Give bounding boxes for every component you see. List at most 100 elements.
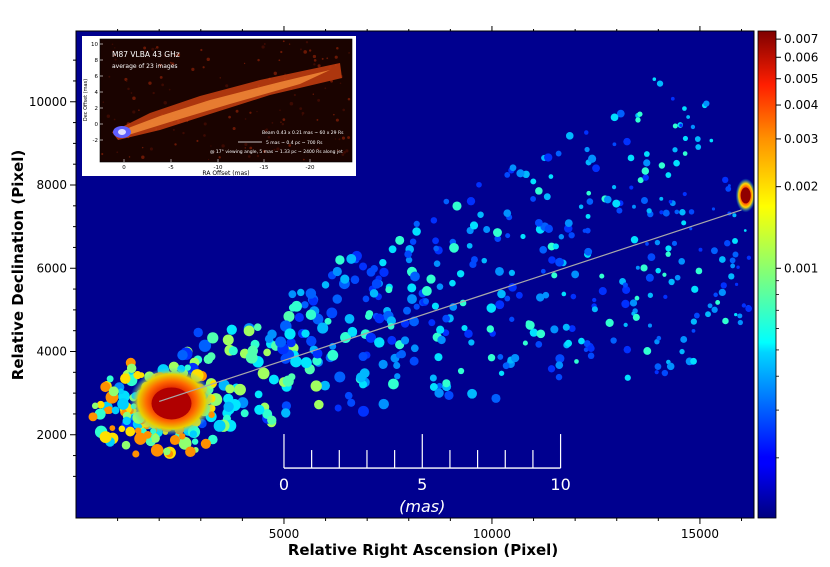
emission-blob bbox=[682, 191, 687, 197]
inset-noise-dot bbox=[154, 47, 157, 50]
emission-blob bbox=[503, 209, 512, 218]
inset-noise-dot bbox=[281, 122, 285, 126]
emission-blob bbox=[387, 335, 397, 345]
emission-blob bbox=[662, 272, 667, 277]
emission-blob bbox=[564, 219, 573, 228]
inset-noise-dot bbox=[244, 118, 247, 120]
inset-noise-dot bbox=[341, 136, 346, 140]
inset-noise-dot bbox=[130, 92, 133, 94]
emission-blob bbox=[711, 306, 718, 313]
emission-blob bbox=[610, 337, 617, 344]
emission-blob bbox=[410, 344, 419, 353]
emission-blob bbox=[659, 196, 664, 201]
emission-blob bbox=[720, 282, 727, 289]
emission-blob bbox=[404, 250, 412, 258]
emission-blob bbox=[263, 348, 271, 357]
emission-blob bbox=[257, 367, 270, 380]
emission-blob bbox=[682, 106, 687, 111]
emission-blob bbox=[495, 267, 504, 276]
emission-blob bbox=[286, 337, 296, 348]
emission-blob bbox=[686, 115, 691, 119]
emission-blob bbox=[132, 450, 140, 458]
inset-noise-dot bbox=[261, 45, 265, 49]
emission-blob bbox=[378, 359, 388, 369]
inset-noise-dot bbox=[338, 138, 341, 141]
inset-noise-dot bbox=[334, 138, 337, 140]
emission-blob bbox=[505, 233, 511, 239]
inset-noise-dot bbox=[247, 155, 251, 158]
inset-noise-dot bbox=[182, 131, 185, 135]
emission-blob bbox=[400, 336, 410, 345]
emission-blob bbox=[544, 224, 553, 234]
emission-blob bbox=[395, 351, 403, 359]
emission-blob bbox=[117, 398, 129, 410]
inset-noise-dot bbox=[305, 41, 309, 44]
inset-noise-dot bbox=[337, 150, 339, 152]
emission-blob bbox=[163, 447, 171, 456]
inset-noise-dot bbox=[326, 57, 329, 60]
inset-noise-dot bbox=[278, 59, 281, 62]
emission-blob bbox=[407, 283, 417, 293]
emission-blob bbox=[495, 300, 505, 310]
inset-noise-dot bbox=[347, 97, 351, 101]
emission-blob bbox=[456, 270, 465, 278]
emission-blob bbox=[558, 234, 565, 240]
emission-blob bbox=[622, 282, 628, 288]
inset-noise-dot bbox=[125, 80, 128, 83]
emission-blob bbox=[665, 251, 671, 257]
emission-blob bbox=[358, 352, 368, 362]
emission-blob bbox=[584, 247, 593, 256]
emission-blob bbox=[698, 247, 703, 252]
emission-blob bbox=[428, 319, 436, 327]
emission-blob bbox=[592, 164, 600, 173]
inset-noise-dot bbox=[301, 111, 305, 115]
emission-blob bbox=[357, 405, 369, 417]
emission-blob bbox=[555, 257, 564, 267]
emission-blob bbox=[228, 346, 238, 356]
inset-noise-dot bbox=[102, 101, 105, 104]
inset-noise-dot bbox=[128, 156, 131, 158]
emission-blob bbox=[623, 322, 628, 327]
emission-blob bbox=[627, 154, 635, 162]
emission-blob bbox=[225, 384, 235, 394]
emission-blob bbox=[691, 285, 699, 293]
emission-blob bbox=[281, 401, 292, 411]
emission-blob bbox=[582, 228, 587, 233]
emission-blob bbox=[544, 153, 553, 162]
emission-blob bbox=[536, 293, 545, 302]
emission-blob bbox=[133, 371, 142, 380]
y-axis-label: Relative Declination (Pixel) bbox=[9, 150, 27, 380]
emission-blob bbox=[709, 138, 714, 143]
emission-blob bbox=[516, 169, 525, 178]
emission-blob bbox=[632, 313, 640, 321]
emission-blob bbox=[661, 369, 669, 377]
inset-noise-dot bbox=[202, 66, 205, 69]
emission-blob bbox=[430, 217, 438, 224]
inset-noise-dot bbox=[303, 158, 305, 161]
emission-blob bbox=[509, 164, 517, 172]
emission-blob bbox=[732, 238, 738, 244]
emission-blob bbox=[690, 124, 696, 130]
inset-noise-dot bbox=[313, 63, 316, 66]
inset-noise-dot bbox=[299, 107, 303, 111]
emission-blob bbox=[555, 361, 564, 370]
emission-blob bbox=[395, 235, 405, 245]
emission-blob bbox=[300, 357, 312, 369]
emission-blob bbox=[707, 303, 713, 309]
emission-blob bbox=[169, 434, 180, 446]
inset-noise-dot bbox=[168, 88, 171, 91]
emission-blob bbox=[365, 312, 373, 320]
inset-jet-bright bbox=[115, 70, 330, 136]
emission-blob bbox=[612, 199, 621, 208]
emission-blob bbox=[358, 380, 368, 389]
emission-blob bbox=[736, 265, 740, 269]
emission-blob bbox=[745, 305, 752, 312]
emission-blob bbox=[665, 245, 672, 252]
emission-blob bbox=[568, 232, 575, 239]
colorbar bbox=[757, 30, 777, 519]
emission-blob bbox=[253, 323, 262, 331]
colorbar-tick-label: 0.005 bbox=[784, 72, 818, 86]
inset-noise-dot bbox=[171, 62, 175, 66]
emission-blob bbox=[743, 229, 747, 232]
